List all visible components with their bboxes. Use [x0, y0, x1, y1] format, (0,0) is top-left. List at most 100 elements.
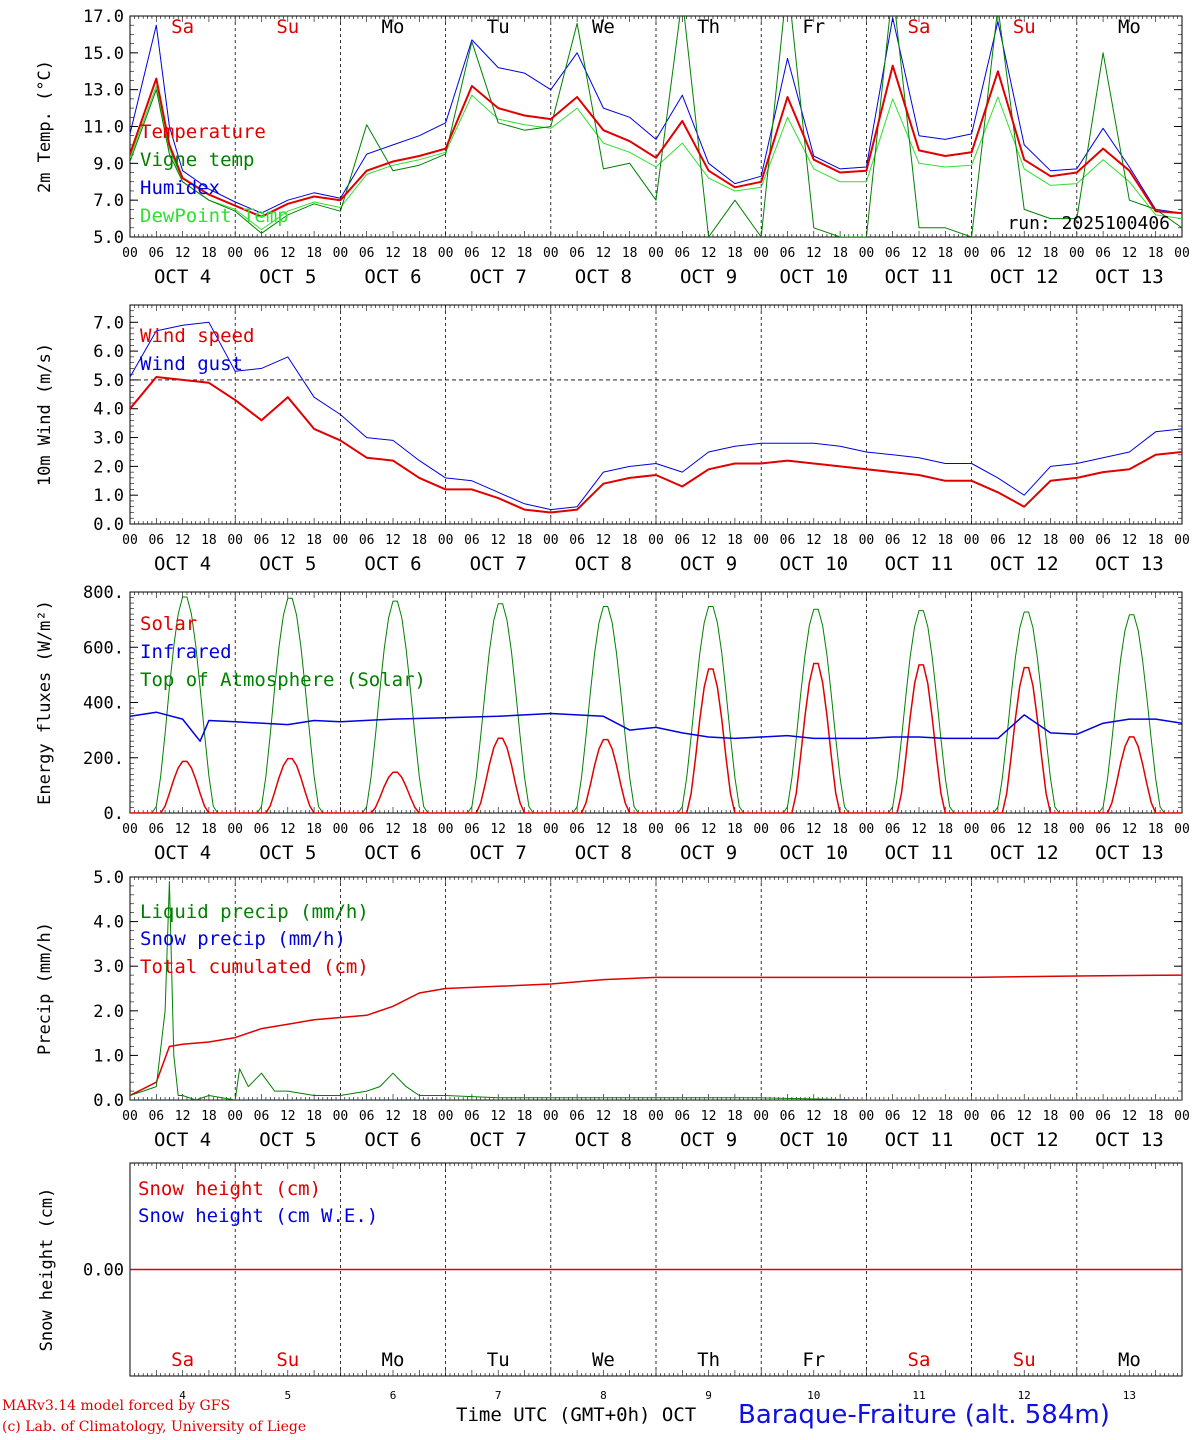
date-label: OCT 8 — [575, 553, 632, 575]
hour-tick-label: 12 — [911, 246, 927, 261]
hour-tick-label: 06 — [359, 533, 375, 548]
y-tick-label: 600. — [83, 638, 124, 658]
weekday-label: Sa — [908, 1349, 931, 1371]
hour-tick-label: 12 — [596, 533, 612, 548]
hour-tick-label: 00 — [543, 246, 559, 261]
hour-tick-label: 12 — [385, 1109, 401, 1124]
model-credit: MARv3.14 model forced by GFS — [2, 1398, 231, 1414]
hour-tick-label: 18 — [411, 533, 427, 548]
date-label: OCT 4 — [154, 266, 211, 288]
weekday-label: Mo — [1118, 16, 1141, 38]
hour-tick-label: 12 — [806, 1109, 822, 1124]
date-label: OCT 13 — [1095, 1129, 1164, 1151]
run-annotation: run: 2025100406 — [1007, 213, 1170, 234]
hour-tick-label: 06 — [254, 533, 270, 548]
hour-tick-label: 12 — [701, 533, 717, 548]
series-wind-gust — [130, 321, 1182, 511]
y-tick-label: 2.0 — [93, 1002, 124, 1022]
hour-tick-label: 00 — [438, 533, 454, 548]
hour-tick-label: 06 — [359, 246, 375, 261]
hour-tick-label: 06 — [569, 1109, 585, 1124]
hour-tick-label: 06 — [148, 822, 164, 837]
y-tick-label: 0.00 — [83, 1261, 124, 1281]
hour-tick-label: 12 — [806, 533, 822, 548]
hour-tick-label: 18 — [937, 1109, 953, 1124]
date-label: OCT 9 — [680, 266, 737, 288]
date-label: OCT 5 — [259, 842, 316, 864]
hour-tick-label: 06 — [1095, 822, 1111, 837]
time-axis-label: Time UTC (GMT+0h) OCT — [456, 1404, 697, 1426]
weekday-label: Mo — [382, 1349, 405, 1371]
date-label: OCT 7 — [470, 1129, 527, 1151]
hour-tick-label: 00 — [648, 822, 664, 837]
day-number-label: 6 — [390, 1389, 397, 1402]
hour-tick-label: 12 — [385, 246, 401, 261]
weekday-label: Sa — [908, 16, 931, 38]
y-tick-label: 2.0 — [93, 457, 124, 477]
weekday-label: Sa — [171, 1349, 194, 1371]
y-tick-label: 5.0 — [93, 868, 124, 888]
hour-tick-label: 18 — [1148, 533, 1164, 548]
hour-tick-label: 00 — [1069, 1109, 1085, 1124]
y-tick-label: 6.0 — [93, 342, 124, 362]
hour-tick-label: 12 — [1016, 246, 1032, 261]
date-label: OCT 6 — [364, 553, 421, 575]
hour-tick-label: 06 — [1095, 246, 1111, 261]
y-tick-label: 5.0 — [93, 228, 124, 248]
date-label: OCT 5 — [259, 266, 316, 288]
hour-tick-label: 00 — [122, 822, 138, 837]
legend-entry: Vigne temp — [140, 149, 254, 171]
date-label: OCT 5 — [259, 553, 316, 575]
day-number-label: 5 — [284, 1389, 291, 1402]
hour-tick-label: 00 — [859, 246, 875, 261]
hour-tick-label: 06 — [464, 533, 480, 548]
date-label: OCT 12 — [990, 553, 1059, 575]
date-label: OCT 11 — [885, 266, 954, 288]
hour-tick-label: 18 — [727, 246, 743, 261]
hour-tick-label: 00 — [122, 533, 138, 548]
hour-tick-label: 06 — [885, 246, 901, 261]
hour-tick-label: 00 — [1069, 533, 1085, 548]
hour-tick-label: 18 — [201, 822, 217, 837]
y-tick-label: 7.0 — [93, 191, 124, 211]
hour-tick-label: 12 — [911, 1109, 927, 1124]
y-tick-label: 4.0 — [93, 913, 124, 933]
hour-tick-label: 18 — [622, 246, 638, 261]
hour-tick-label: 06 — [148, 1109, 164, 1124]
hour-tick-label: 12 — [1016, 533, 1032, 548]
y-tick-label: 3.0 — [93, 957, 124, 977]
day-number-label: 10 — [807, 1389, 820, 1402]
hour-tick-label: 06 — [1095, 533, 1111, 548]
date-label: OCT 8 — [575, 842, 632, 864]
hour-tick-label: 06 — [148, 533, 164, 548]
hour-tick-label: 00 — [859, 1109, 875, 1124]
hour-tick-label: 18 — [411, 822, 427, 837]
y-tick-label: 3.0 — [93, 429, 124, 449]
weekday-label: Fr — [802, 1349, 825, 1371]
hour-tick-label: 00 — [1069, 822, 1085, 837]
hour-tick-label: 18 — [306, 1109, 322, 1124]
hour-tick-label: 18 — [832, 822, 848, 837]
hour-tick-label: 12 — [1122, 1109, 1138, 1124]
y-tick-label: 15.0 — [83, 44, 124, 64]
hour-tick-label: 18 — [306, 533, 322, 548]
hour-tick-label: 00 — [1174, 1109, 1190, 1124]
y-tick-label: 0.0 — [93, 515, 124, 535]
hour-tick-label: 06 — [569, 533, 585, 548]
day-number-label: 11 — [912, 1389, 925, 1402]
date-label: OCT 4 — [154, 1129, 211, 1151]
hour-tick-label: 12 — [596, 246, 612, 261]
hour-tick-label: 00 — [1174, 246, 1190, 261]
legend-entry: Humidex — [140, 177, 220, 199]
hour-tick-label: 06 — [990, 246, 1006, 261]
hour-tick-label: 06 — [990, 1109, 1006, 1124]
hour-tick-label: 12 — [280, 533, 296, 548]
y-tick-label: 17.0 — [83, 7, 124, 27]
hour-tick-label: 00 — [122, 246, 138, 261]
hour-tick-label: 12 — [806, 246, 822, 261]
hour-tick-label: 18 — [622, 822, 638, 837]
hour-tick-label: 00 — [333, 822, 349, 837]
day-number-label: 8 — [600, 1389, 607, 1402]
hour-tick-label: 06 — [885, 1109, 901, 1124]
hour-tick-label: 06 — [254, 246, 270, 261]
